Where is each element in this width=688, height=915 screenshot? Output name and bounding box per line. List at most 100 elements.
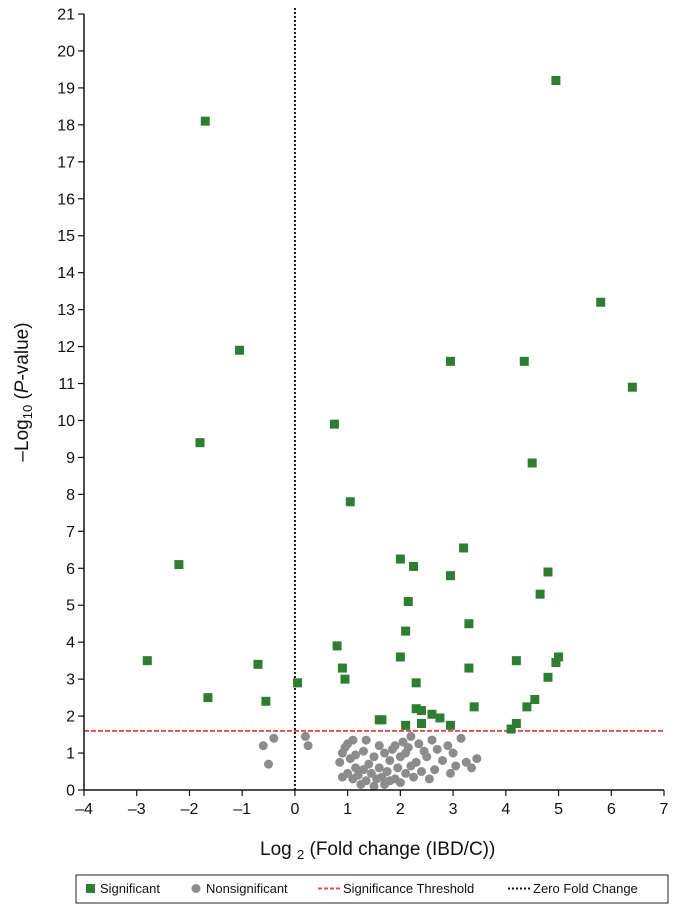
y-tick-label: 5 <box>66 598 75 615</box>
nonsignificant-point <box>390 741 400 751</box>
legend-zero-label: Zero Fold Change <box>533 881 638 896</box>
nonsignificant-point <box>414 739 424 749</box>
significant-point <box>445 356 455 366</box>
y-axis-title: –Log10 (P-value) <box>12 322 35 461</box>
nonsignificant-point <box>358 746 368 756</box>
significant-point <box>403 597 413 607</box>
x-axis-title: Log 2 (Fold change (IBD/C)) <box>260 839 495 862</box>
legend-nonsignificant-marker <box>191 884 201 893</box>
significant-point <box>401 720 411 730</box>
axes <box>78 13 665 796</box>
significant-point <box>200 116 210 126</box>
x-tick-label: –4 <box>75 801 93 818</box>
significant-point <box>627 382 637 392</box>
reference-lines <box>84 8 664 790</box>
significant-point <box>527 458 537 468</box>
significant-point <box>522 702 532 712</box>
y-tick-label: 17 <box>57 154 75 171</box>
nonsignificant-point <box>409 772 419 782</box>
x-tick-label: –1 <box>233 801 251 818</box>
nonsignificant-point <box>427 735 437 745</box>
x-tick-label: 1 <box>343 801 352 818</box>
significant-point <box>329 419 339 429</box>
nonsignificant-point <box>443 741 453 751</box>
significant-point <box>203 693 213 703</box>
significant-point <box>435 713 445 723</box>
significant-point <box>261 696 271 706</box>
y-tick-label: 10 <box>57 413 75 430</box>
nonsignificant-point <box>424 774 434 784</box>
y-tick-label: 20 <box>57 43 75 60</box>
significant-point <box>596 297 606 307</box>
legend-threshold-label: Significance Threshold <box>343 881 474 896</box>
nonsignificant-point <box>374 763 384 773</box>
significant-point <box>445 720 455 730</box>
y-tick-label: 14 <box>57 265 75 282</box>
nonsignificant-point <box>258 741 268 751</box>
significant-point <box>551 76 561 86</box>
legend-significant-label: Significant <box>100 881 160 896</box>
significant-point <box>195 438 205 448</box>
nonsignificant-point <box>448 748 458 758</box>
x-tick-label: –3 <box>128 801 146 818</box>
significant-point <box>411 678 421 688</box>
nonsignificant-point <box>467 763 477 773</box>
significant-point <box>459 543 469 553</box>
nonsignificant-point <box>472 754 482 764</box>
nonsignificant-point <box>430 765 440 775</box>
nonsignificant-point <box>416 767 426 777</box>
y-tick-label: 6 <box>66 561 75 578</box>
nonsignificant-point <box>422 752 432 762</box>
nonsignificant-point <box>264 759 274 769</box>
nonsignificant-point <box>369 752 379 762</box>
significant-point <box>543 672 553 682</box>
significant-point <box>464 663 474 673</box>
y-tick-label: 1 <box>66 746 75 763</box>
y-tick-label: 19 <box>57 80 75 97</box>
nonsignificant-point <box>361 776 371 786</box>
significant-point <box>377 715 387 725</box>
nonsignificant-point <box>401 768 411 778</box>
significant-point <box>469 702 479 712</box>
significant-point <box>337 663 347 673</box>
x-tick-label: 2 <box>396 801 405 818</box>
x-tick-label: –2 <box>181 801 199 818</box>
significant-point <box>409 561 419 571</box>
nonsignificant-point <box>369 781 379 791</box>
significant-point <box>445 571 455 581</box>
x-tick-label: 5 <box>554 801 563 818</box>
y-tick-label: 21 <box>57 7 75 24</box>
significant-point <box>411 704 421 714</box>
significant-point <box>464 619 474 629</box>
significant-point <box>506 724 516 734</box>
nonsignificant-point <box>432 744 442 754</box>
nonsignificant-point <box>393 763 403 773</box>
y-tick-label: 12 <box>57 339 75 356</box>
nonsignificant-point <box>385 776 395 786</box>
x-tick-label: 3 <box>449 801 458 818</box>
legend-box <box>75 874 669 904</box>
nonsignificant-point <box>456 733 466 743</box>
nonsignificant-point <box>403 743 413 753</box>
nonsignificant-point <box>406 731 416 741</box>
legend-significant-marker <box>86 884 95 893</box>
significant-point <box>293 678 303 688</box>
nonsignificant-point <box>351 750 361 760</box>
significant-point <box>554 652 564 662</box>
x-tick-label: 4 <box>501 801 510 818</box>
significant-point <box>235 345 245 355</box>
nonsignificant-point <box>385 755 395 765</box>
significant-point <box>416 706 426 716</box>
x-tick-label: 7 <box>660 801 669 818</box>
y-tick-label: 16 <box>57 191 75 208</box>
y-tick-label: 7 <box>66 524 75 541</box>
nonsignificant-point <box>335 757 345 767</box>
significant-point <box>395 652 405 662</box>
significant-point <box>253 659 263 669</box>
y-tick-label: 11 <box>58 376 75 393</box>
legend: Significant Nonsignificant Significance … <box>75 874 669 904</box>
y-tick-label: 0 <box>66 783 75 800</box>
significant-point <box>332 641 342 651</box>
